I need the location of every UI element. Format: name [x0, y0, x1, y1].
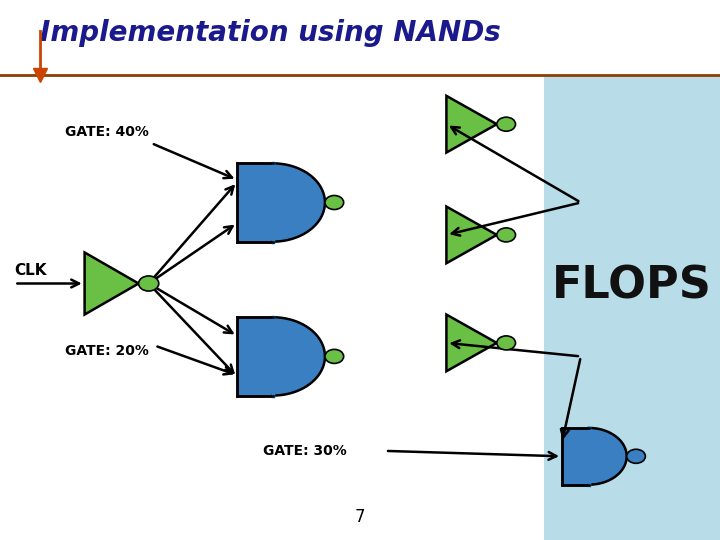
Polygon shape — [85, 252, 138, 314]
Polygon shape — [446, 96, 497, 152]
Bar — [562, 428, 589, 485]
Circle shape — [497, 117, 516, 131]
Bar — [237, 317, 273, 395]
Polygon shape — [273, 163, 325, 241]
Circle shape — [497, 228, 516, 242]
Polygon shape — [273, 317, 325, 395]
Circle shape — [325, 195, 343, 210]
Circle shape — [325, 349, 343, 363]
Text: GATE: 30%: GATE: 30% — [263, 444, 346, 458]
Bar — [237, 163, 273, 241]
Circle shape — [497, 336, 516, 350]
Circle shape — [626, 449, 645, 463]
Polygon shape — [589, 428, 626, 485]
Bar — [544, 76, 720, 540]
Polygon shape — [446, 314, 497, 372]
Text: 7: 7 — [355, 509, 365, 526]
Text: GATE: 40%: GATE: 40% — [65, 125, 148, 139]
Polygon shape — [446, 206, 497, 263]
Text: CLK: CLK — [14, 263, 47, 278]
Text: Implementation using NANDs: Implementation using NANDs — [40, 19, 500, 47]
Text: FLOPS: FLOPS — [552, 265, 712, 308]
Text: GATE: 20%: GATE: 20% — [65, 344, 148, 358]
Circle shape — [138, 276, 159, 291]
